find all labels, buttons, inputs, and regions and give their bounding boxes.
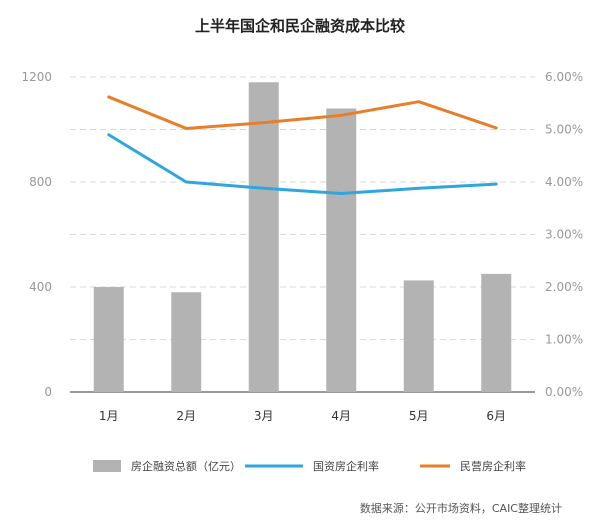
x-axis-tick-label: 3月 [254,409,274,423]
left-axis-tick-label: 1200 [21,70,52,84]
legend-label: 民营房企利率 [460,459,526,473]
right-axis-tick-label: 1.00% [545,333,583,347]
left-axis-tick-label: 400 [29,280,52,294]
chart-title: 上半年国企和民企融资成本比较 [195,17,405,35]
x-axis-tick-label: 4月 [331,409,351,423]
legend-label: 房企融资总额（亿元） [131,459,241,473]
left-axis-tick-label: 0 [44,385,52,399]
right-axis-tick-label: 4.00% [545,175,583,189]
lines [107,95,498,196]
bar [248,82,279,392]
right-axis-tick-label: 2.00% [545,280,583,294]
legend-label: 国资房企利率 [313,459,379,473]
series-line [107,133,498,196]
bar [93,287,124,392]
grid-lines [70,76,535,393]
x-axis: 1月 2月 3月 4月 5月 6月 [99,409,506,423]
right-axis-tick-label: 3.00% [545,228,583,242]
left-axis-tick-label: 800 [29,175,52,189]
series-line [107,95,498,130]
bars [93,82,512,392]
bar [171,292,202,392]
x-axis-tick-label: 5月 [409,409,429,423]
bar [481,273,512,392]
legend: 房企融资总额（亿元） 国资房企利率 民营房企利率 [93,459,526,473]
left-axis: 0 400 800 1200 [21,70,52,399]
right-axis-tick-label: 6.00% [545,70,583,84]
bar [403,280,434,392]
legend-swatch [93,460,121,472]
right-axis-tick-label: 0.00% [545,385,583,399]
x-axis-tick-label: 1月 [99,409,119,423]
right-axis: 0.00% 1.00% 2.00% 3.00% 4.00% 5.00% 6.00% [545,70,583,399]
right-axis-tick-label: 5.00% [545,123,583,137]
bar [326,108,357,392]
x-axis-tick-label: 6月 [486,409,506,423]
x-axis-tick-label: 2月 [176,409,196,423]
source-note: 数据来源：公开市场资料，CAIC整理统计 [360,501,562,515]
